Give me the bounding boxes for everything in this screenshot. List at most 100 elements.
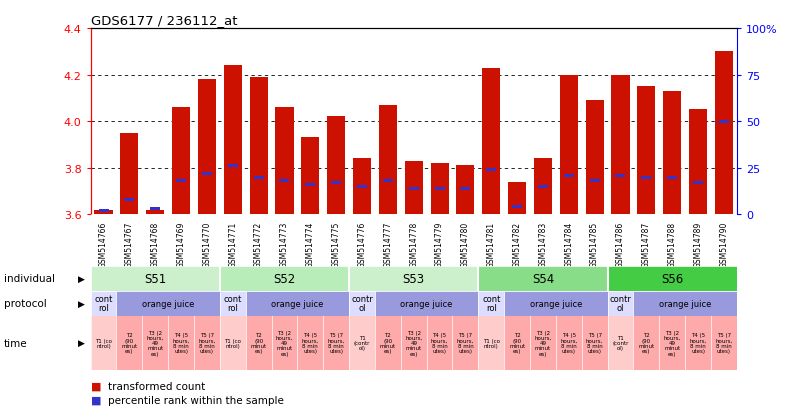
Bar: [641, 176, 652, 179]
Bar: [634, 316, 660, 370]
Bar: [582, 316, 608, 370]
Bar: [486, 169, 496, 172]
Text: T1
(contr
ol): T1 (contr ol): [612, 335, 629, 351]
Bar: [172, 108, 190, 215]
Bar: [685, 316, 711, 370]
Text: T1
(contr
ol): T1 (contr ol): [354, 335, 370, 351]
Text: T4 (5
hours,
8 min
utes): T4 (5 hours, 8 min utes): [560, 332, 578, 353]
Bar: [608, 316, 634, 370]
Bar: [719, 120, 729, 123]
Bar: [634, 291, 737, 316]
Bar: [508, 182, 526, 215]
Text: T2
(90
minut
es): T2 (90 minut es): [121, 332, 137, 353]
Bar: [512, 206, 522, 209]
Text: S53: S53: [403, 272, 425, 285]
Text: cont
rol: cont rol: [482, 294, 500, 313]
Bar: [91, 291, 117, 316]
Bar: [349, 291, 375, 316]
Bar: [95, 210, 113, 215]
Bar: [478, 291, 504, 316]
Bar: [663, 92, 681, 215]
Bar: [323, 316, 349, 370]
Bar: [147, 210, 164, 215]
Bar: [305, 183, 315, 187]
Bar: [611, 75, 630, 215]
Bar: [715, 52, 733, 215]
Text: time: time: [4, 338, 28, 348]
Bar: [375, 291, 478, 316]
Bar: [143, 316, 168, 370]
Bar: [456, 166, 474, 215]
Bar: [224, 66, 242, 215]
Text: T5 (7
hours,
8 min
utes): T5 (7 hours, 8 min utes): [586, 332, 604, 353]
Bar: [530, 316, 556, 370]
Bar: [125, 198, 135, 202]
Bar: [504, 316, 530, 370]
Bar: [405, 161, 422, 215]
Bar: [151, 208, 160, 211]
Text: cont
rol: cont rol: [95, 294, 113, 313]
Bar: [272, 316, 297, 370]
Text: T5 (7
hours,
8 min
utes): T5 (7 hours, 8 min utes): [328, 332, 345, 353]
Bar: [246, 291, 349, 316]
Text: T3 (2
hours,
49
minut
es): T3 (2 hours, 49 minut es): [147, 330, 164, 356]
Bar: [689, 110, 707, 215]
Text: orange juice: orange juice: [142, 299, 195, 308]
Text: T2
(90
minut
es): T2 (90 minut es): [509, 332, 525, 353]
Text: T4 (5
hours,
8 min
utes): T4 (5 hours, 8 min utes): [302, 332, 319, 353]
Text: T5 (7
hours,
8 min
utes): T5 (7 hours, 8 min utes): [457, 332, 474, 353]
Text: percentile rank within the sample: percentile rank within the sample: [108, 395, 284, 405]
Bar: [379, 106, 397, 215]
Bar: [585, 101, 604, 215]
Bar: [434, 187, 444, 190]
Bar: [168, 316, 194, 370]
Bar: [478, 266, 608, 291]
Text: T2
(90
minut
es): T2 (90 minut es): [380, 332, 396, 353]
Text: T3 (2
hours,
49
minut
es): T3 (2 hours, 49 minut es): [405, 330, 422, 356]
Text: ■: ■: [91, 395, 101, 405]
Bar: [538, 185, 548, 188]
Text: T5 (7
hours,
8 min
utes): T5 (7 hours, 8 min utes): [199, 332, 216, 353]
Text: T1 (co
ntrol): T1 (co ntrol): [483, 338, 500, 348]
Text: T4 (5
hours,
8 min
utes): T4 (5 hours, 8 min utes): [690, 332, 707, 353]
Bar: [220, 316, 246, 370]
Text: ▶: ▶: [78, 299, 85, 308]
Bar: [194, 316, 220, 370]
Text: T4 (5
hours,
8 min
utes): T4 (5 hours, 8 min utes): [173, 332, 190, 353]
Bar: [383, 180, 393, 183]
Bar: [301, 138, 319, 215]
Text: T1 (co
ntrol): T1 (co ntrol): [95, 338, 112, 348]
Bar: [327, 117, 345, 215]
Bar: [660, 316, 685, 370]
Bar: [409, 187, 418, 190]
Bar: [401, 316, 426, 370]
Bar: [667, 176, 677, 179]
Bar: [176, 180, 186, 183]
Bar: [254, 176, 264, 179]
Text: contr
ol: contr ol: [610, 294, 631, 313]
Bar: [608, 266, 737, 291]
Bar: [608, 291, 634, 316]
Bar: [430, 164, 448, 215]
Bar: [349, 266, 478, 291]
Text: ▶: ▶: [78, 274, 85, 283]
Text: orange juice: orange juice: [659, 299, 712, 308]
Bar: [91, 316, 117, 370]
Bar: [220, 291, 246, 316]
Text: ■: ■: [91, 381, 101, 391]
Bar: [91, 266, 220, 291]
Bar: [637, 87, 656, 215]
Bar: [615, 174, 626, 177]
Bar: [426, 316, 452, 370]
Text: orange juice: orange juice: [530, 299, 582, 308]
Text: transformed count: transformed count: [108, 381, 205, 391]
Text: T3 (2
hours,
49
minut
es): T3 (2 hours, 49 minut es): [276, 330, 293, 356]
Bar: [246, 316, 272, 370]
Text: cont
rol: cont rol: [224, 294, 242, 313]
Text: T4 (5
hours,
8 min
utes): T4 (5 hours, 8 min utes): [431, 332, 448, 353]
Bar: [276, 108, 293, 215]
Text: T2
(90
minut
es): T2 (90 minut es): [251, 332, 266, 353]
Text: orange juice: orange juice: [400, 299, 453, 308]
Text: protocol: protocol: [4, 299, 46, 309]
Bar: [121, 133, 139, 215]
